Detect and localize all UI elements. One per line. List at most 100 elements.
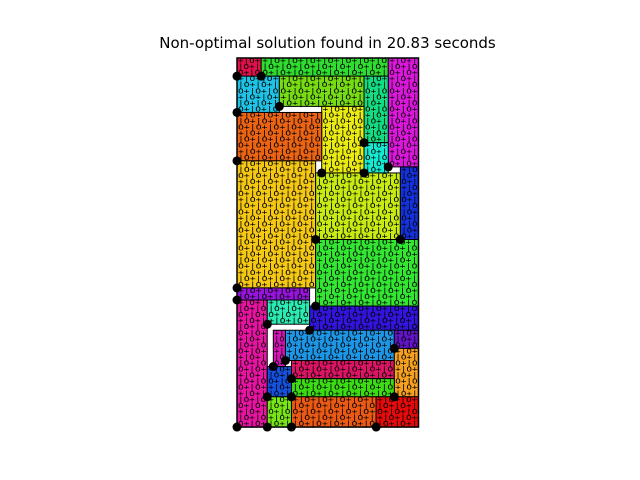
cell-pattern-row: |O+| — [365, 118, 387, 126]
cell-pattern-row: |O+|O+|O+|O+|O+|O+|O+ — [262, 63, 387, 71]
cell-pattern-row: O+|O+|O+|O+|O+|O+| — [286, 341, 393, 349]
cell-pattern-row: +|O+ — [395, 347, 417, 355]
packed-rectangle-27 — [375, 396, 419, 428]
cell-pattern-row: O+|O+ — [389, 142, 417, 150]
cell-pattern-row: O+|O+|O+|O+|O+|O+ — [292, 390, 393, 398]
cell-pattern-row: |O+| — [395, 353, 417, 361]
cell-pattern-row: |O+|O+|O+|O+|O+|O+ — [286, 353, 393, 361]
cell-pattern-row: O+|O+|O+|O+|O — [238, 263, 315, 271]
cell-pattern-row: +|O+ — [268, 396, 290, 404]
cell-pattern-row: |O — [274, 335, 284, 343]
cell-pattern-row: |O+|O+| — [323, 130, 363, 138]
cell-pattern-row: +|O+|O+|O+|O+| — [292, 396, 375, 404]
cell-pattern-row: O+|O+|O+|O+|O+ — [317, 220, 400, 228]
cell-pattern-row: O+| — [401, 178, 417, 186]
cell-pattern-row: +|O+|O+|O+|O+ — [238, 232, 315, 240]
cell-pattern-row: |O+| — [268, 390, 290, 398]
cell-pattern-row: +|O+|O+|O+|O+|O+| — [292, 360, 393, 368]
cell-pattern-row: |O+|O+|O+|O+|O+|O — [292, 366, 393, 374]
cell-pattern-row: O+|O+|O — [323, 136, 363, 144]
cell-pattern-row: +|O+|O+ — [377, 414, 417, 422]
cell-pattern-row: |O+|O+|O+|O+| — [238, 166, 315, 174]
cell-pattern-row: |O+|O+|O+|O+| — [238, 239, 315, 247]
cell-pattern-row: |O+|O+|O+|O+|O — [280, 81, 363, 89]
cell-pattern-row: O+|O — [365, 154, 387, 162]
cell-pattern-row: +|O+ — [365, 130, 387, 138]
container-frame — [236, 57, 420, 428]
cell-pattern-row: O+|O+|O — [323, 154, 363, 162]
cell-pattern-row: O+|O+|O+|O+|O+|O+ — [317, 251, 418, 259]
cell-pattern-row: O+|O+|O — [268, 311, 308, 319]
cell-pattern-row: +|O+| — [238, 299, 266, 307]
cell-pattern-row: +|O+|O+|O+|O+| — [280, 75, 363, 83]
cell-pattern-row: O+|O+|O — [238, 87, 278, 95]
corner-dot — [280, 356, 290, 365]
cell-pattern-row: +|O+|O+|O+|O+| — [238, 111, 321, 119]
cell-pattern-row: O+|O+|O+|O+|O+ — [238, 142, 321, 150]
cell-pattern-row: |O+ — [401, 208, 417, 216]
cell-pattern-row: +|O+|O+|O+|O+|O+|O — [286, 329, 393, 337]
cell-pattern-row: +|O+ — [268, 384, 290, 392]
cell-pattern-row: +|O+|O+ — [323, 105, 363, 113]
cell-pattern-row: O+|O+ — [389, 105, 417, 113]
cell-pattern-row: +|O+|O+|O+|O+ — [238, 178, 315, 186]
packed-rectangle-18 — [284, 329, 395, 361]
cell-pattern-row: +|O+| — [389, 57, 417, 65]
cell-pattern-row: O+| — [401, 214, 417, 222]
cell-pattern-row: |O+|O — [238, 341, 266, 349]
corner-dot — [311, 235, 321, 244]
cell-pattern-row: +|O+|O+|O+|O+| — [238, 130, 321, 138]
cell-pattern-row: |O+|O+|O+|O+|O — [280, 99, 363, 107]
cell-pattern-row: |O+|O+|O+|O+|O — [292, 402, 375, 410]
cell-pattern-row: O+| — [401, 196, 417, 204]
cell-pattern-row: O+|O — [268, 408, 290, 416]
corner-dot — [286, 392, 296, 402]
cell-pattern-row: O+|O — [238, 69, 260, 77]
cell-pattern-row: O+|O+|O+|O+|O — [238, 208, 315, 216]
cell-pattern-row: +|O+ — [365, 111, 387, 119]
cell-pattern-row: O+|O+|O — [377, 408, 417, 416]
cell-pattern-row: +|O+|O+|O+|O+| — [317, 190, 400, 198]
cell-pattern-row: +|O+| — [238, 317, 266, 325]
cell-pattern-row: O+|O+|O+|O+|O+|O+ — [317, 287, 418, 295]
cell-pattern-row: +|O+| — [389, 148, 417, 156]
cell-pattern-row: +|O+| — [238, 372, 266, 380]
corner-dot — [262, 319, 272, 329]
cell-pattern-row: |O+| — [268, 372, 290, 380]
cell-pattern-row: |O+| — [395, 372, 417, 380]
cell-pattern-row: |O+|O+| — [377, 420, 417, 428]
cell-pattern-row: |O+ — [401, 172, 417, 180]
cell-pattern-row: O+|O+|O+|O+|O+ — [280, 87, 363, 95]
corner-dot — [268, 362, 278, 372]
cell-pattern-row: |O+|O+| — [268, 305, 308, 313]
cell-pattern-row: |O+ — [401, 190, 417, 198]
cell-pattern-row: +|O — [401, 220, 417, 228]
cell-pattern-row: |O+|O+|O+|O+|O+|O+ — [311, 311, 418, 319]
cell-pattern-row: |O+| — [365, 136, 387, 144]
cell-pattern-row: +|O+|O+|O+|O+| — [238, 148, 321, 156]
cell-pattern-row: |O+ — [401, 226, 417, 234]
cell-pattern-row: |O+|O+| — [238, 81, 278, 89]
corner-dot — [286, 374, 296, 384]
cell-pattern-row: |O+| — [238, 63, 260, 71]
cell-pattern-row: +|O+|O+|O+|O+| — [317, 172, 400, 180]
cell-pattern-row: O+|O — [395, 341, 417, 349]
cell-pattern-row: O+|O+ — [389, 160, 417, 168]
cell-pattern-row: O+|O+|O+|O+|O+ — [292, 408, 375, 416]
cell-pattern-row: +|O — [401, 166, 417, 174]
cell-pattern-row: |O+|O+|O+|O+| — [238, 257, 315, 265]
cell-pattern-row: +|O+|O+|O+|O+|O+|O — [286, 347, 393, 355]
cell-pattern-row: +|O+|O+ — [323, 142, 363, 150]
corner-dot — [395, 235, 405, 244]
cell-pattern-row: |O+| — [365, 166, 387, 174]
corner-dot — [359, 138, 369, 148]
cell-pattern-row: +|O+|O+|O+|O+| — [292, 414, 375, 422]
corner-dot — [383, 162, 393, 172]
cell-pattern-row: O+|O — [268, 378, 290, 386]
cell-pattern-row: O+|O+|O+|O+|O+|O+| — [311, 317, 418, 325]
cell-pattern-row: |O+| — [365, 81, 387, 89]
corner-dot — [359, 168, 369, 178]
cell-pattern-row: +|O+|O+|O+|O+ — [238, 196, 315, 204]
cell-pattern-row: +|O+|O+|O+|O+|O+| — [317, 239, 418, 247]
cell-pattern-row: O+|O — [365, 105, 387, 113]
